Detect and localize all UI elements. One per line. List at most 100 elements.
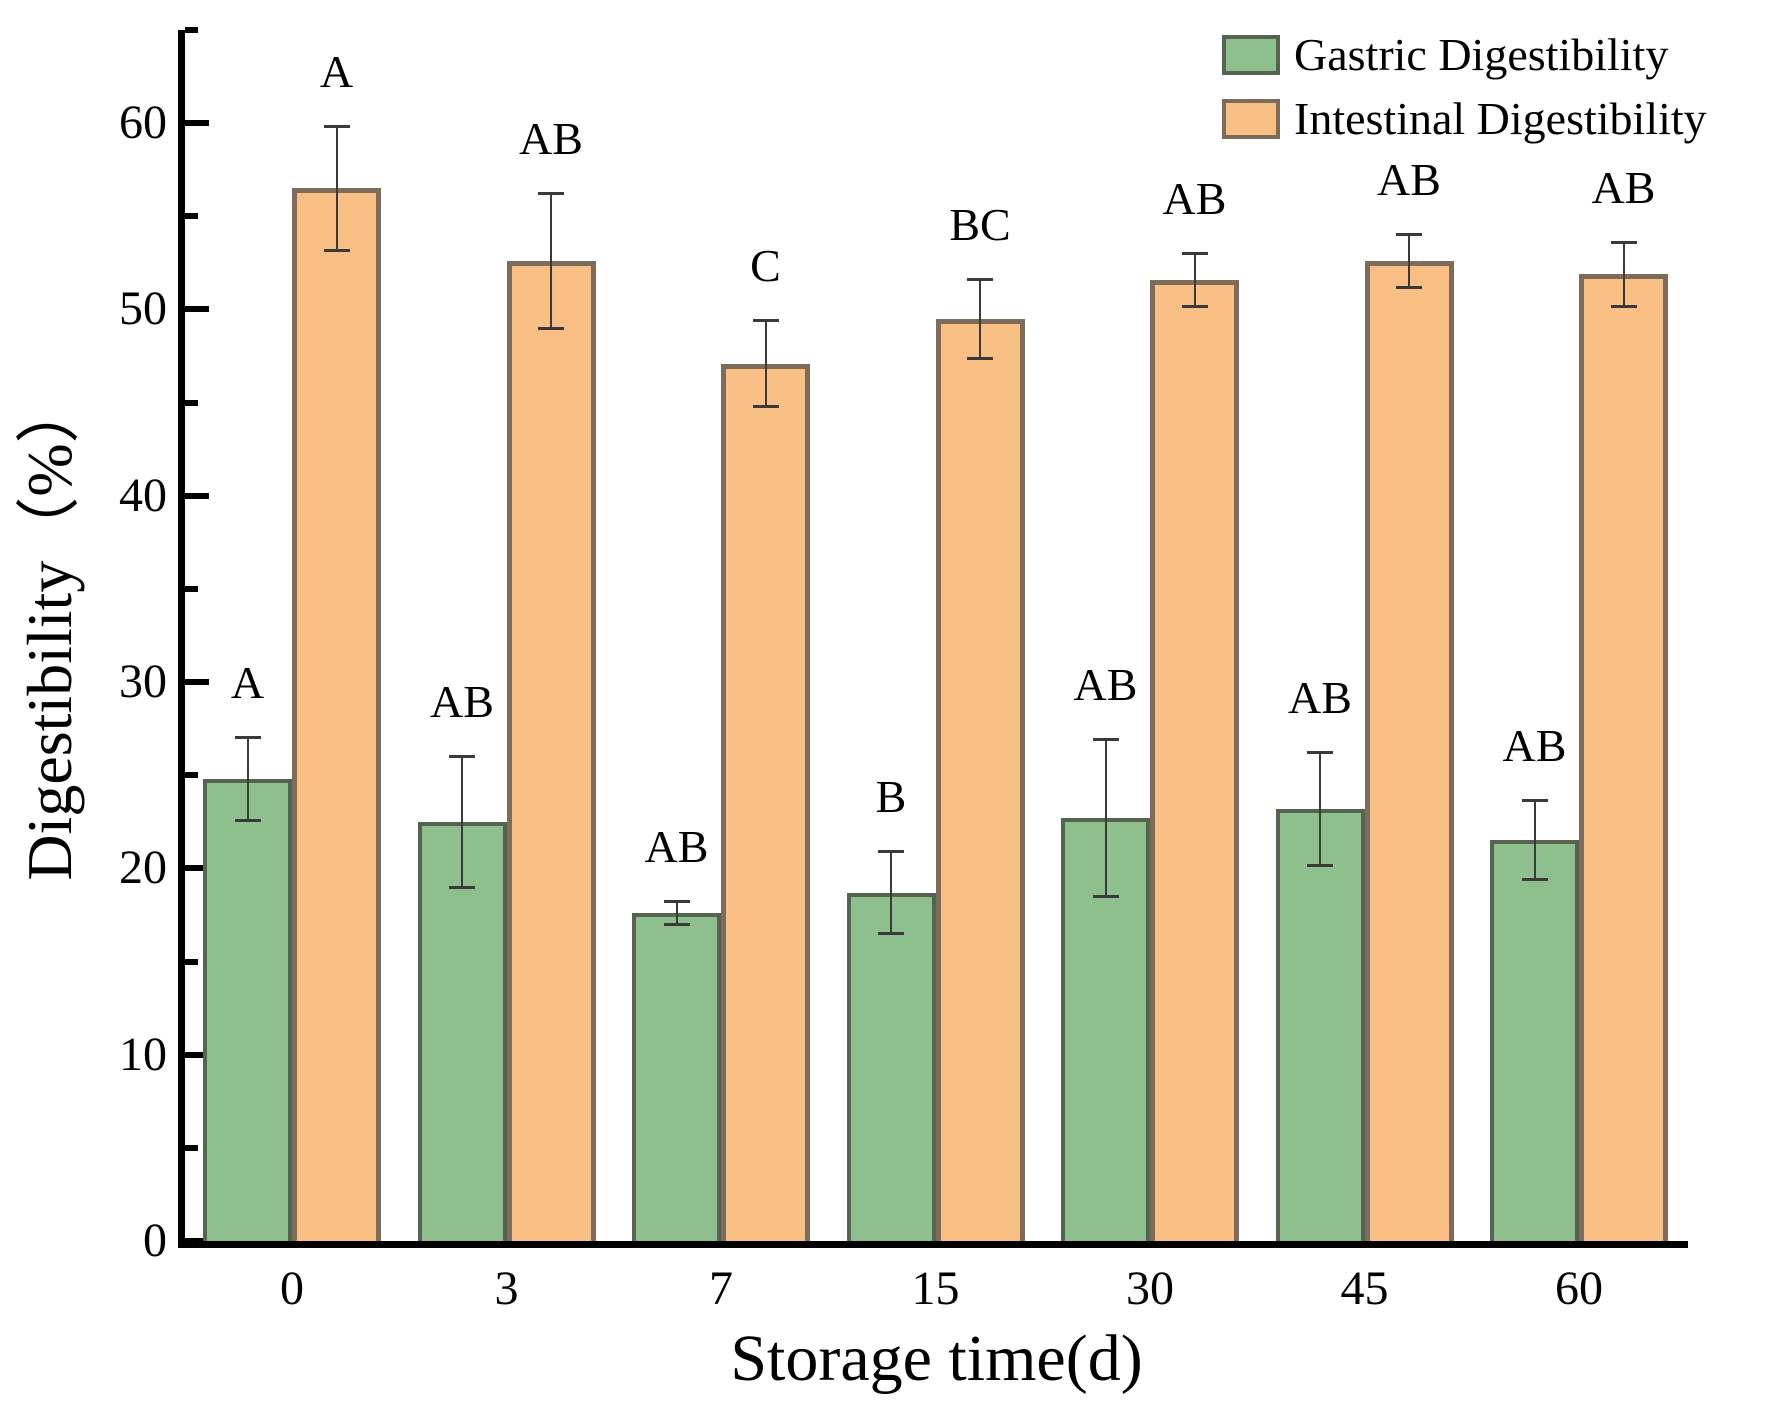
bar-gastric	[1275, 808, 1365, 1241]
error-bar-line	[1622, 240, 1625, 308]
error-bar-cap-bottom	[1396, 285, 1422, 289]
error-bar-cap-bottom	[752, 405, 779, 409]
error-bar-cap-bottom	[538, 326, 564, 330]
error-bar-line	[1319, 751, 1321, 867]
error-bar-cap-bottom	[663, 923, 690, 927]
y-minor-tick	[185, 27, 198, 33]
error-bar-cap-top	[1396, 233, 1422, 237]
bar-gastric	[1490, 840, 1579, 1241]
error-bar-cap-top	[234, 736, 261, 740]
bar-gastric	[203, 778, 292, 1241]
error-bar	[1610, 240, 1637, 308]
y-major-tick	[185, 679, 209, 686]
error-bar-cap-top	[1307, 751, 1333, 754]
error-bar	[967, 277, 993, 360]
y-major-tick	[185, 1051, 209, 1058]
significance-label: A	[230, 657, 265, 709]
error-bar	[323, 125, 350, 252]
x-tick-label: 15	[911, 1262, 960, 1315]
error-bar-cap-top	[538, 192, 564, 196]
significance-label: AB	[1502, 720, 1567, 772]
error-bar	[1092, 737, 1119, 899]
error-bar-line	[890, 849, 892, 936]
significance-label: AB	[1288, 672, 1352, 723]
significance-label: A	[319, 46, 354, 98]
legend-label-gastric: Gastric Digestibility	[1294, 29, 1669, 80]
error-bar-cap-top	[1521, 799, 1548, 803]
x-tick-label: 45	[1340, 1262, 1389, 1315]
error-bar-cap-top	[1181, 251, 1208, 255]
bar-intestinal	[292, 188, 381, 1241]
bar-intestinal	[506, 261, 596, 1241]
error-bar	[752, 318, 779, 409]
error-bar-cap-bottom	[1307, 863, 1333, 867]
y-tick-label: 0	[143, 1214, 167, 1267]
y-minor-tick	[185, 1144, 198, 1151]
bar-intestinal	[935, 318, 1025, 1241]
error-bar-cap-bottom	[1181, 304, 1208, 308]
y-major-tick	[185, 865, 209, 872]
error-bar-line	[675, 900, 678, 927]
bar-gastric	[846, 892, 936, 1241]
error-bar-line	[979, 277, 981, 360]
error-bar-cap-top	[967, 277, 993, 281]
significance-label: AB	[1591, 161, 1656, 213]
error-bar-cap-top	[878, 849, 904, 853]
error-bar-cap-bottom	[234, 818, 261, 822]
significance-label: AB	[644, 821, 709, 873]
x-tick-label: 60	[1555, 1262, 1603, 1315]
legend-item-gastric: Gastric Digestibility	[1222, 30, 1707, 80]
error-bar-cap-top	[752, 318, 779, 322]
bar-gastric	[632, 913, 721, 1241]
bar-intestinal	[1150, 279, 1239, 1241]
error-bar-cap-top	[1610, 240, 1637, 244]
y-tick-label: 10	[119, 1027, 167, 1081]
error-bar-line	[1408, 233, 1410, 289]
significance-label: AB	[519, 113, 583, 165]
x-axis-title: Storage time(d)	[730, 1322, 1143, 1395]
significance-label: AB	[1377, 154, 1441, 206]
error-bar	[663, 900, 690, 927]
significance-label: BC	[949, 198, 1011, 250]
error-bar	[1307, 751, 1333, 867]
error-bar-line	[764, 318, 767, 409]
error-bar	[1521, 799, 1548, 882]
error-bar-cap-bottom	[323, 248, 350, 252]
error-bar	[449, 754, 475, 889]
error-bar	[538, 192, 564, 330]
error-bar	[1396, 233, 1422, 289]
significance-label: B	[875, 770, 907, 822]
y-minor-tick	[185, 772, 198, 779]
error-bar-cap-top	[663, 900, 690, 904]
error-bar-cap-top	[323, 125, 350, 129]
y-tick-label: 40	[119, 468, 167, 522]
error-bar-cap-bottom	[1521, 878, 1548, 882]
error-bar	[878, 849, 904, 936]
bar-intestinal	[1364, 261, 1454, 1241]
y-tick-label: 50	[119, 282, 167, 336]
y-axis-title: Digestibility（%）	[14, 379, 85, 881]
y-major-tick	[185, 1238, 209, 1244]
error-bar-cap-bottom	[967, 356, 993, 360]
significance-label: AB	[430, 675, 494, 727]
error-bar-cap-bottom	[449, 885, 475, 889]
y-major-tick	[185, 120, 209, 127]
error-bar-cap-bottom	[1092, 895, 1119, 899]
error-bar-cap-top	[1092, 737, 1119, 741]
y-minor-tick	[185, 399, 198, 406]
error-bar-line	[246, 736, 249, 822]
x-tick-label: 3	[494, 1262, 519, 1315]
y-tick-label: 20	[119, 841, 167, 895]
error-bar-line	[1533, 799, 1536, 882]
error-bar-cap-bottom	[1610, 304, 1637, 308]
legend-label-intestinal: Intestinal Digestibility	[1294, 93, 1707, 144]
y-tick-label: 30	[119, 655, 167, 709]
legend-swatch-gastric	[1222, 35, 1280, 75]
significance-label: AB	[1073, 658, 1138, 710]
error-bar-line	[1104, 737, 1107, 899]
y-minor-tick	[185, 585, 198, 592]
x-tick-label: 0	[280, 1262, 304, 1315]
error-bar	[1181, 251, 1208, 308]
x-tick-label: 7	[709, 1262, 733, 1315]
